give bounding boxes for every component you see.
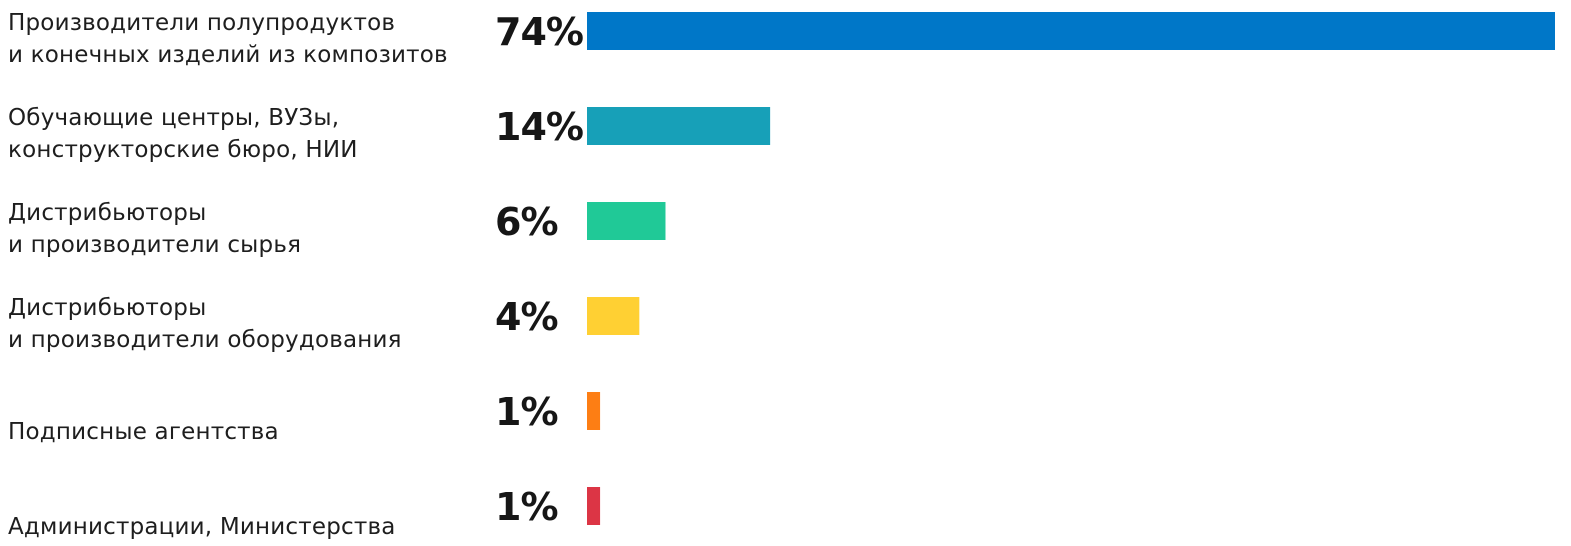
value-label-5: 1% <box>495 390 558 434</box>
category-label-line: Дистрибьюторы <box>8 295 206 321</box>
value-label-1: 74% <box>495 10 583 54</box>
value-label-2: 14% <box>495 105 583 149</box>
category-label-line: Подписные агентства <box>8 419 279 445</box>
category-label-line: Администрации, Министерства <box>8 514 396 540</box>
category-label-4: Дистрибьюторы и производители оборудовани… <box>8 295 402 353</box>
category-label-line: Дистрибьюторы <box>8 200 206 226</box>
bar-6 <box>587 487 601 525</box>
category-label-line: и производители оборудования <box>8 327 402 353</box>
bars <box>587 12 1555 525</box>
category-label-5: Подписные агентства <box>8 419 279 445</box>
category-label-line: и конечных изделий из композитов <box>8 42 448 68</box>
category-label-line: Производители полупродуктов <box>8 10 395 36</box>
category-label-1: Производители полупродуктов и конечных из… <box>8 10 448 68</box>
category-label-line: конструкторские бюро, НИИ <box>8 137 358 163</box>
category-label-line: Обучающие центры, ВУЗы, <box>8 105 339 131</box>
value-label-3: 6% <box>495 200 558 244</box>
value-labels: 74% 14% 6% 4% 1% 1% <box>495 10 584 529</box>
bar-5 <box>587 392 601 430</box>
bar-2 <box>587 107 771 145</box>
value-label-6: 1% <box>495 485 558 529</box>
category-labels: Производители полупродуктов и конечных из… <box>8 10 448 540</box>
category-label-2: Обучающие центры, ВУЗы, конструкторские б… <box>8 105 358 163</box>
bar-4 <box>587 297 640 335</box>
category-label-6: Администрации, Министерства <box>8 514 396 540</box>
category-label-line: и производители сырья <box>8 232 301 258</box>
value-label-4: 4% <box>495 295 558 339</box>
bar-1 <box>587 12 1555 50</box>
bar-3 <box>587 202 666 240</box>
category-label-3: Дистрибьюторы и производители сырья <box>8 200 301 258</box>
